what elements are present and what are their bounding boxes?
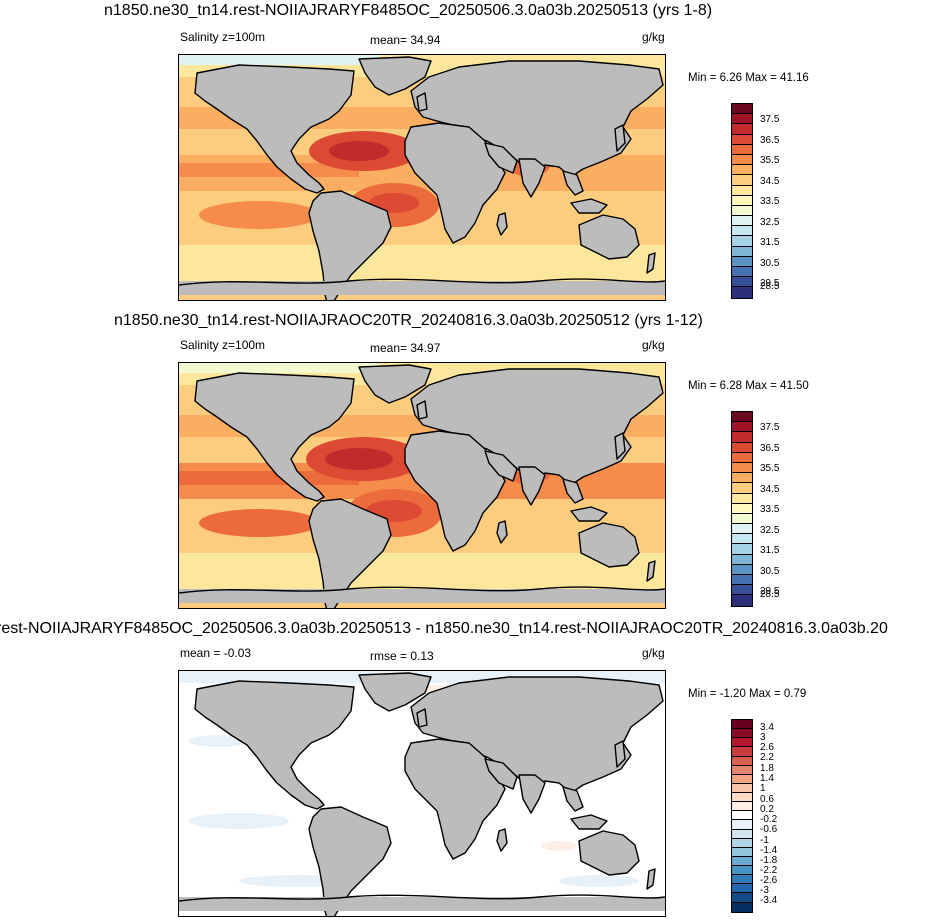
- panel1-colorbar-tick: 30.5: [760, 258, 780, 269]
- panel3-difference-map: [178, 670, 666, 917]
- panel3-colorbar-tick: 3: [760, 732, 766, 743]
- panel3-colorbar-tick: 2.6: [760, 742, 774, 753]
- panel1-colorbar-tick: 35.5: [760, 155, 780, 166]
- panel1-salinity-map: [178, 54, 666, 301]
- panel2-minmax: Min = 6.28 Max = 41.50: [688, 380, 809, 392]
- panel1-field-label: Salinity z=100m: [180, 30, 266, 44]
- panel3-colorbar-tick: 1.4: [760, 773, 774, 784]
- panel2-colorbar-tick: 36.5: [760, 443, 780, 454]
- panel3-colorbar-tick: 0.2: [760, 804, 774, 815]
- panel2-colorbar-tick: 30.5: [760, 566, 780, 577]
- panel1-colorbar-tick: 33.5: [760, 196, 780, 207]
- panel2-mean: mean= 34.97: [370, 341, 441, 355]
- panel1-colorbar: [731, 103, 753, 299]
- panel3-colorbar-tick: -1.8: [760, 855, 778, 866]
- panel2-colorbar-tick-last: 28.5: [760, 589, 780, 600]
- panel1-minmax: Min = 6.26 Max = 41.16: [688, 72, 809, 84]
- panel3-colorbar-tick: 1.8: [760, 763, 774, 774]
- panel3-colorbar-tick: -2.6: [760, 875, 778, 886]
- panel1-colorbar-tick: 31.5: [760, 237, 780, 248]
- panel3-colorbar-tick: -2.2: [760, 865, 778, 876]
- panel1-units: g/kg: [642, 30, 665, 44]
- panel3-minmax: Min = -1.20 Max = 0.79: [688, 688, 807, 700]
- panel1-colorbar-tick: 29.5: [760, 278, 780, 289]
- panel3-colorbar-tick: 0.6: [760, 794, 774, 805]
- panel2-field-label: Salinity z=100m: [180, 338, 266, 352]
- panel2-colorbar-tick: 32.5: [760, 525, 780, 536]
- panel3-colorbar-tick: -1.4: [760, 845, 778, 856]
- panel2-colorbar: [731, 411, 753, 607]
- panel3-title: rest-NOIIAJRARYF8485OC_20250506.3.0a03b.…: [0, 620, 888, 637]
- panel1-colorbar-tick-last: 28.5: [760, 281, 780, 292]
- panel2-colorbar-tick: 33.5: [760, 504, 780, 515]
- panel1-title: n1850.ne30_tn14.rest-NOIIAJRARYF8485OC_2…: [104, 2, 713, 19]
- panel3-colorbar-tick: -1: [760, 835, 769, 846]
- panel1-colorbar-tick: 36.5: [760, 135, 780, 146]
- panel3-colorbar-tick: 1: [760, 783, 766, 794]
- panel3-colorbar-tick: -0.6: [760, 824, 778, 835]
- panel3-colorbar-tick: 2.2: [760, 752, 774, 763]
- panel3-rmse: rmse = 0.13: [370, 649, 434, 663]
- panel2-colorbar-tick: 29.5: [760, 586, 780, 597]
- panel1-colorbar-tick: 37.5: [760, 114, 780, 125]
- panel3-units: g/kg: [642, 646, 665, 660]
- panel3-colorbar-tick: -0.2: [760, 814, 778, 825]
- panel2-units: g/kg: [642, 338, 665, 352]
- panel3-colorbar: [731, 719, 753, 913]
- panel3-colorbar-tick: 3.4: [760, 722, 774, 733]
- panel3-colorbar-tick: -3.4: [760, 895, 778, 906]
- panel1-colorbar-tick: 34.5: [760, 176, 780, 187]
- panel3-mean: mean = -0.03: [180, 646, 252, 660]
- panel2-colorbar-tick: 35.5: [760, 463, 780, 474]
- panel1-colorbar-tick: 32.5: [760, 217, 780, 228]
- panel1-mean: mean= 34.94: [370, 33, 441, 47]
- panel2-colorbar-tick: 31.5: [760, 545, 780, 556]
- panel2-colorbar-tick: 34.5: [760, 484, 780, 495]
- panel2-title: n1850.ne30_tn14.rest-NOIIAJRAOC20TR_2024…: [114, 312, 703, 329]
- panel2-colorbar-tick: 37.5: [760, 422, 780, 433]
- panel2-salinity-map: [178, 362, 666, 609]
- panel3-colorbar-tick: -3: [760, 885, 769, 896]
